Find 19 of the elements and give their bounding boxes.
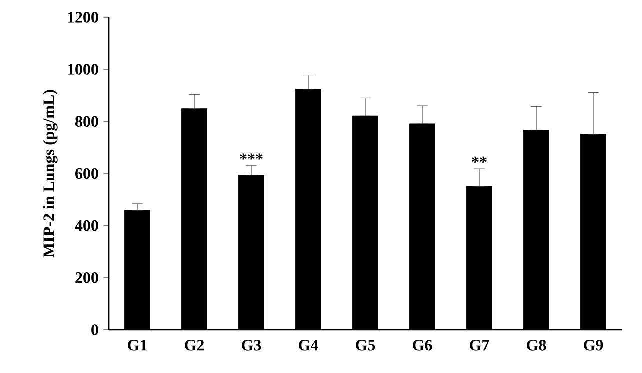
y-axis-title: MIP-2 in Lungs (pg/mL) (43, 90, 58, 258)
x-tick-label: G1 (128, 340, 147, 351)
x-tick-label: G7 (470, 340, 490, 351)
x-tick-label: G6 (413, 340, 432, 351)
y-tick-label: 200 (76, 272, 98, 284)
x-tick-label: G4 (299, 340, 318, 351)
x-tick-label: G5 (356, 340, 376, 351)
x-tick-label: G3 (242, 340, 262, 351)
y-tick-label: 1200 (68, 12, 98, 23)
y-tick-label: 400 (75, 220, 98, 232)
x-tick-label: G2 (185, 340, 204, 351)
x-tick-label: G8 (527, 340, 546, 351)
x-tick-label: G9 (584, 340, 604, 351)
annotation: *** (240, 154, 263, 160)
y-tick-label: 600 (76, 168, 98, 180)
annotation: ** (472, 156, 487, 163)
y-tick-label: 0 (92, 324, 98, 336)
y-tick-label: 800 (75, 116, 98, 128)
y-tick-label: 1000 (68, 64, 98, 75)
